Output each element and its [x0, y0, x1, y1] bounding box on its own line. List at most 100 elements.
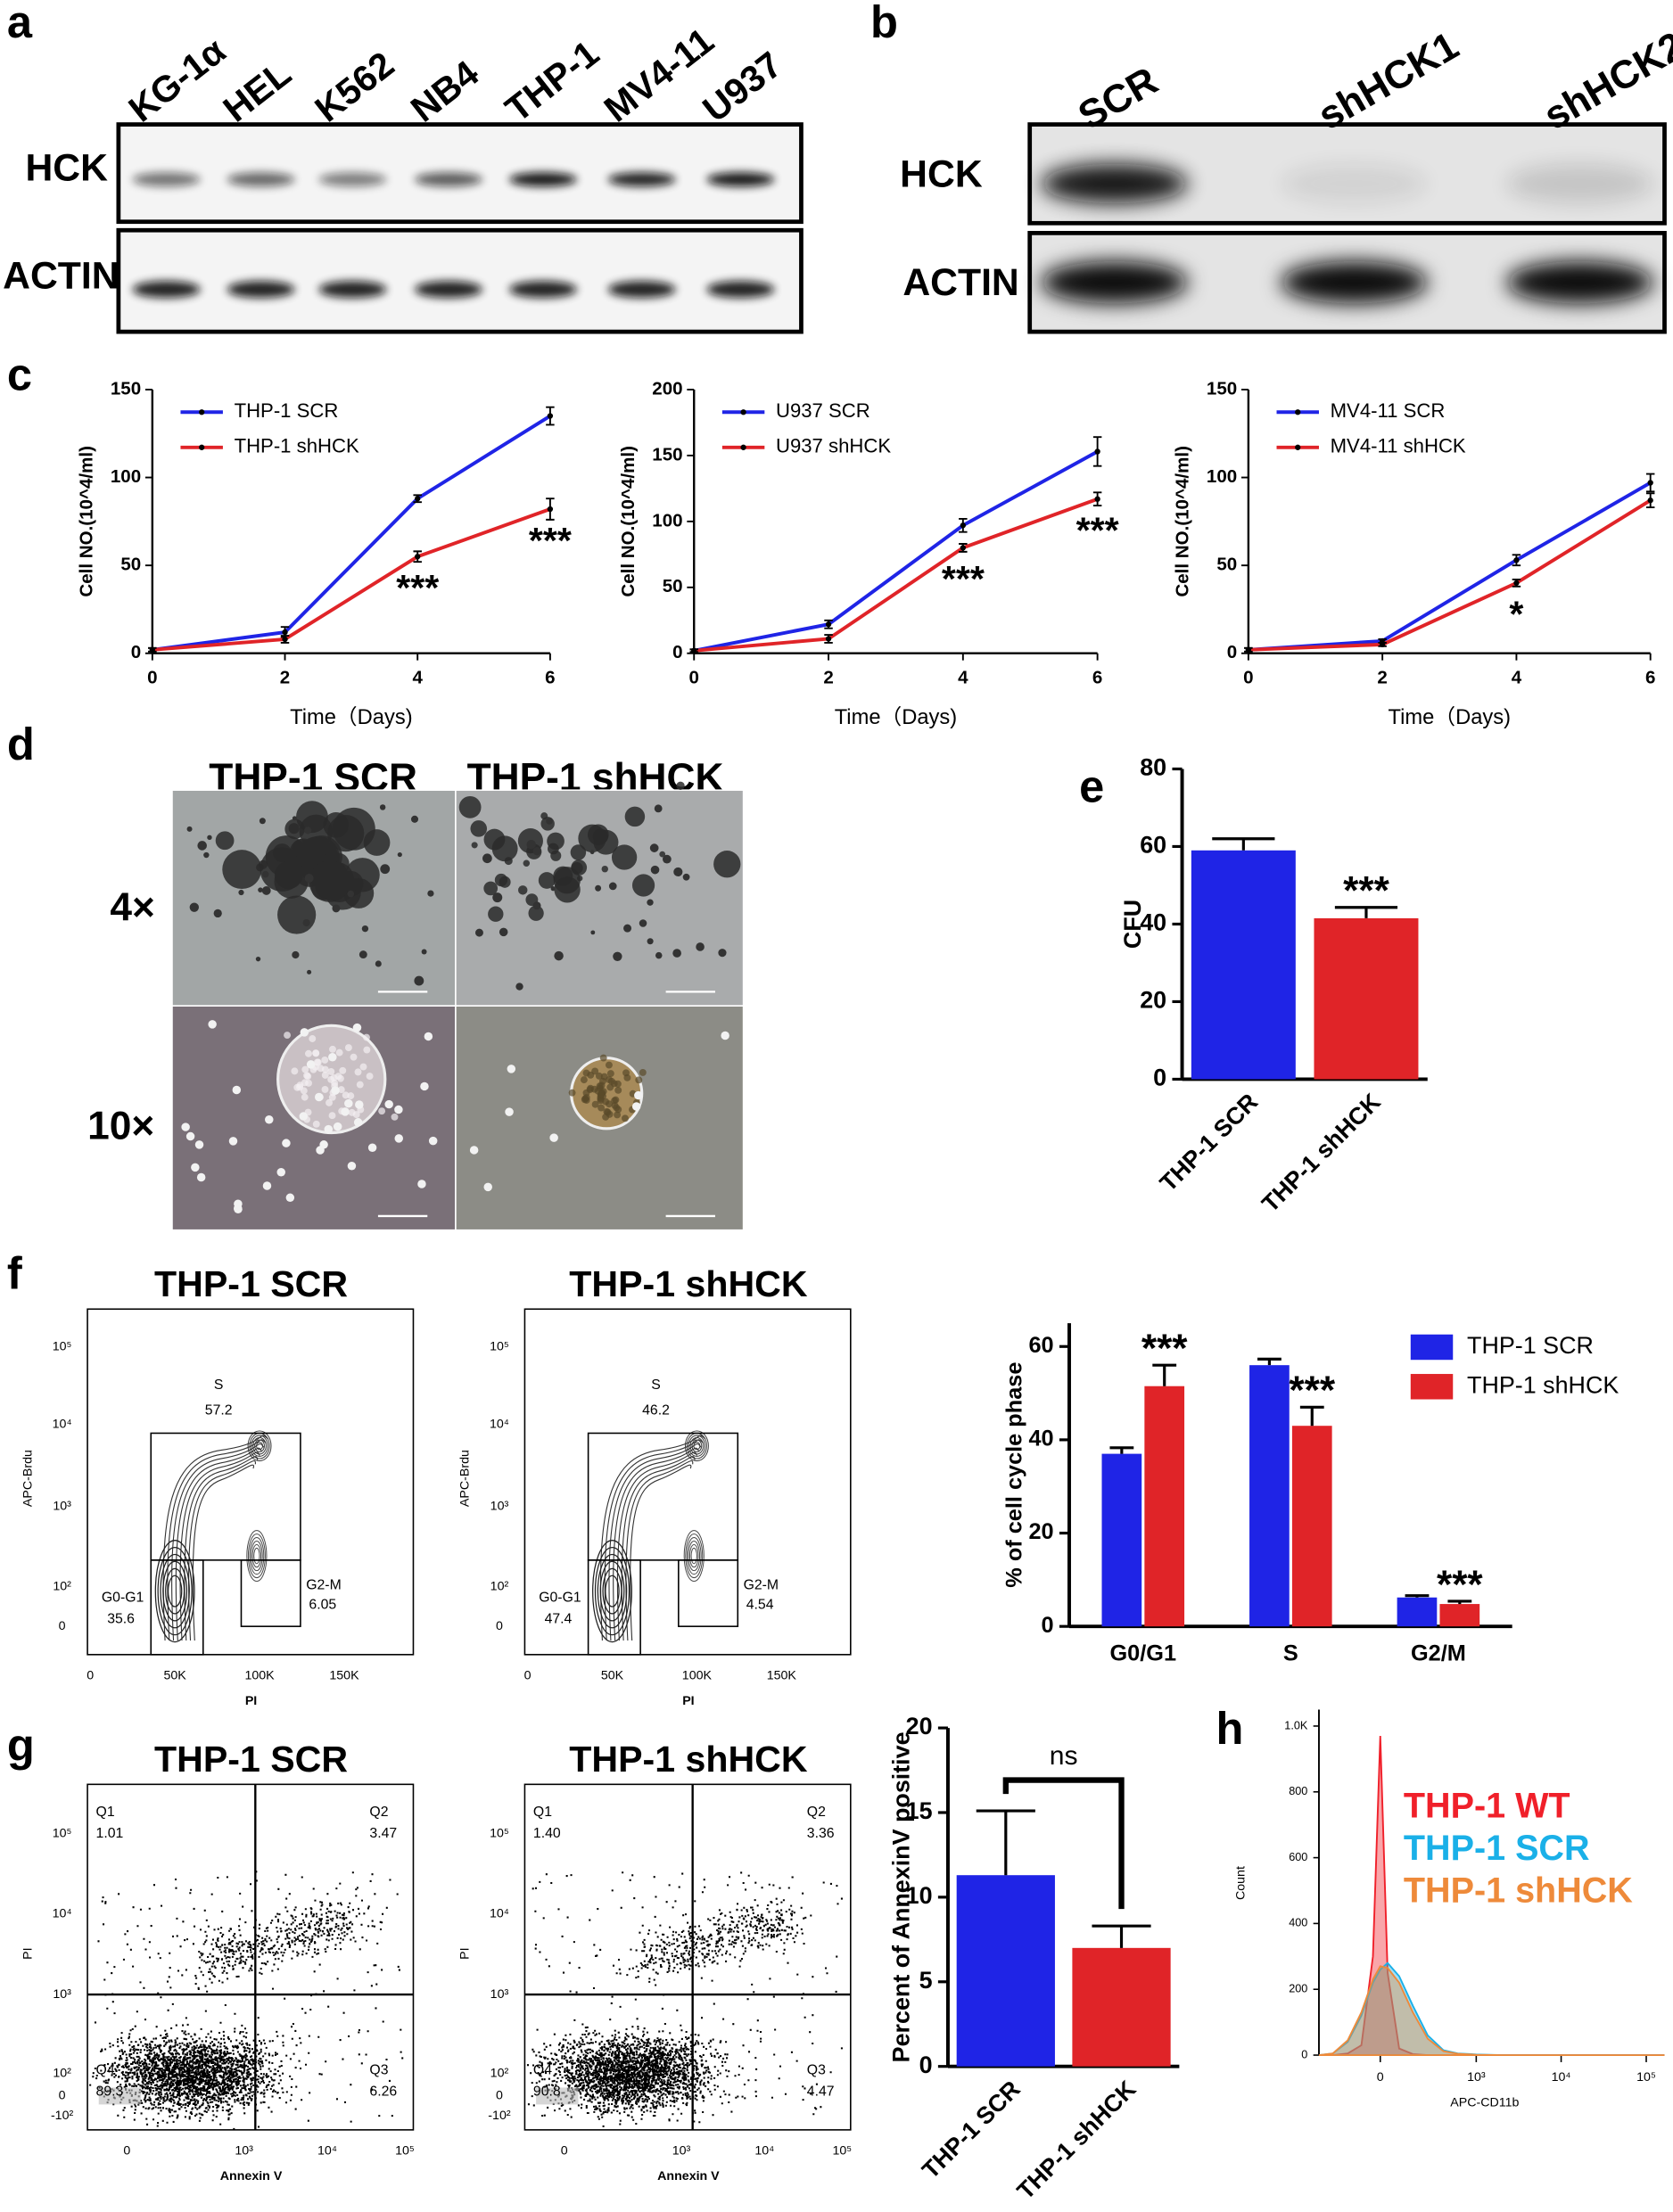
x-tick-label: 2: [1377, 668, 1387, 688]
gate: [150, 1559, 204, 1656]
data-point: [1094, 448, 1100, 455]
colony-cell: [582, 1094, 590, 1101]
cell-dot: [207, 835, 212, 841]
colony-cell: [344, 1044, 352, 1052]
comparison-bracket: [1002, 1777, 1125, 1910]
colony: [215, 831, 235, 851]
bar: [1249, 1365, 1290, 1627]
bar: [1397, 1597, 1438, 1627]
colony-cell: [309, 1035, 317, 1042]
cell-dot: [526, 840, 536, 850]
panel-label: e: [1079, 761, 1104, 812]
cell-dot: [650, 865, 660, 875]
quadrant-value: 89.3: [96, 2084, 124, 2099]
flow-y-tick-label: 10⁴: [490, 1418, 509, 1432]
gate: [587, 1432, 739, 1561]
colony-cell: [354, 1068, 362, 1076]
significance: ***: [1437, 1563, 1483, 1607]
contour: [597, 1553, 628, 1629]
contour: [157, 1546, 193, 1636]
flow-x-tick-label: 10⁴: [754, 2143, 774, 2158]
colony-cell: [296, 1083, 304, 1091]
flow-y-label: APC-Brdu: [21, 1450, 35, 1507]
colony-cell: [321, 1056, 329, 1064]
contour: [685, 1534, 704, 1579]
blot-band: [1281, 261, 1428, 304]
colony-cell: [597, 1097, 605, 1105]
colony-cell: [635, 1076, 643, 1084]
colony: [259, 859, 268, 869]
single-cell: [344, 1098, 353, 1108]
flow-plot-frame: [523, 1783, 852, 2131]
legend-dot: [740, 409, 746, 415]
colony: [576, 875, 583, 882]
y-tick-label: 0: [919, 2052, 933, 2078]
blot-band: [1041, 261, 1188, 304]
colony: [611, 844, 638, 870]
contour: [167, 1575, 183, 1608]
quadrant-name: Q2: [807, 1805, 826, 1820]
blot-band: [415, 281, 482, 299]
panel-label: c: [7, 349, 32, 400]
colony: [292, 839, 311, 858]
single-cell: [185, 1131, 195, 1141]
blot-band: [1281, 163, 1428, 204]
blot-row-label: ACTIN: [902, 261, 1018, 304]
y-tick-label: 40: [1028, 1427, 1053, 1451]
contour: [688, 1541, 701, 1572]
cell-dot: [292, 950, 300, 959]
cell-dot: [307, 969, 312, 974]
cell-dot: [554, 950, 564, 961]
contour: [604, 1439, 704, 1641]
single-cell: [634, 1090, 643, 1100]
x-tick-label: 0: [147, 668, 157, 688]
colony-cell: [622, 1114, 629, 1122]
quadrant-value: 1.01: [96, 1826, 124, 1841]
significance: ***: [1289, 1369, 1335, 1412]
colony-cell: [347, 1092, 355, 1100]
data-point: [149, 646, 155, 653]
data-point: [1513, 580, 1520, 587]
flow-plot-title: THP-1 shHCK: [569, 1263, 808, 1304]
contour: [187, 1460, 256, 1641]
single-cell: [333, 1122, 342, 1131]
colony: [499, 876, 511, 888]
event-dots: [526, 1871, 843, 2127]
significance: ***: [1076, 510, 1119, 551]
error-bar: [1212, 837, 1275, 851]
legend-dot: [1295, 444, 1301, 450]
single-cell: [299, 1112, 309, 1121]
flow-y-tick-label: -10²: [51, 2109, 74, 2123]
colony-cell: [301, 1079, 309, 1087]
legend-label: THP-1 SCR: [1404, 1829, 1590, 1868]
y-tick-label: 20: [906, 1713, 933, 1739]
y-tick-label: 50: [1216, 555, 1237, 575]
single-cell: [328, 1052, 337, 1062]
error-bar: [1152, 1363, 1177, 1386]
single-cell: [352, 1023, 362, 1032]
gate-value: 46.2: [642, 1402, 670, 1418]
error-bar: [1299, 1405, 1324, 1427]
flow-x-label: Annexin V: [220, 2169, 283, 2183]
x-tick-label: S: [1283, 1641, 1298, 1666]
bar: [1439, 1604, 1480, 1627]
blot-band: [132, 281, 201, 299]
colony-cell: [359, 1063, 367, 1071]
colony: [471, 842, 478, 849]
cell-dot: [380, 864, 391, 875]
single-cell: [276, 1168, 285, 1177]
contour: [684, 1430, 709, 1461]
colony-cell: [612, 1096, 620, 1104]
series-line: [152, 414, 551, 652]
flow-x-label: PI: [682, 1694, 694, 1708]
cell-dot: [515, 983, 523, 991]
colony: [284, 818, 305, 840]
single-cell: [420, 1081, 429, 1091]
cell-dot: [421, 949, 427, 955]
quadrant-value: 1.40: [533, 1826, 561, 1841]
significance: ***: [1141, 1327, 1188, 1370]
cell-dot: [649, 843, 659, 852]
panel-label: g: [7, 1720, 35, 1771]
flow-y-tick-label: 10³: [490, 1987, 509, 2002]
